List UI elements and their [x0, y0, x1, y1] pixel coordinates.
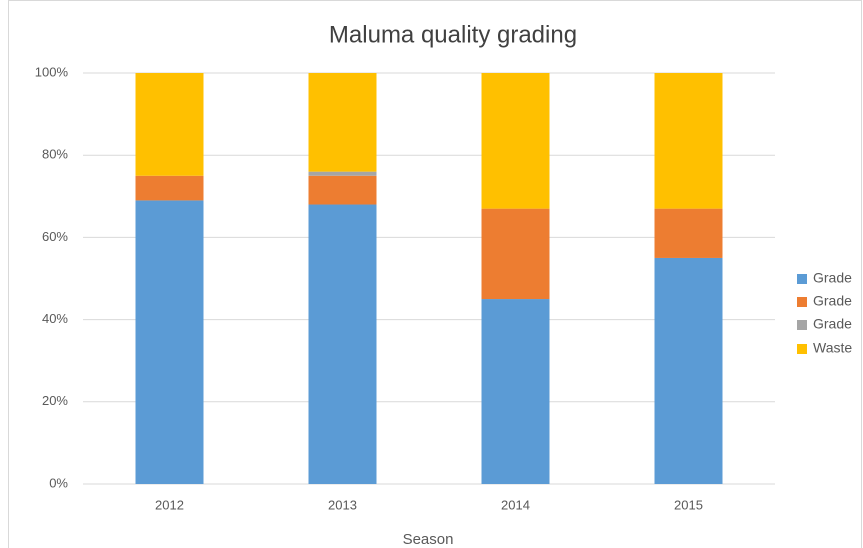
- y-tick-label: 80%: [42, 147, 68, 162]
- y-tick-label: 60%: [42, 229, 68, 244]
- x-tick-label: 2012: [155, 497, 184, 512]
- bar-segment: [135, 200, 204, 484]
- x-tick-label: 2013: [328, 497, 357, 512]
- legend-swatch: [797, 344, 807, 354]
- x-tick-label: 2014: [501, 497, 530, 512]
- y-tick-label: 0%: [49, 475, 68, 490]
- bar-segment: [654, 73, 723, 209]
- legend-label: Waste: [813, 340, 852, 356]
- legend-swatch: [797, 274, 807, 284]
- legend-label: Grade: [813, 270, 852, 286]
- bar-segment: [135, 175, 204, 201]
- bar-segment: [481, 73, 550, 209]
- bar-segment: [135, 73, 204, 176]
- y-tick-label: 40%: [42, 311, 68, 326]
- bar-segment: [308, 204, 377, 484]
- bar-segment: [481, 299, 550, 484]
- x-tick-label: 2015: [674, 497, 703, 512]
- bar-segment: [481, 208, 550, 300]
- legend-swatch: [797, 320, 807, 330]
- y-tick-label: 100%: [35, 64, 69, 79]
- bar-segment: [308, 171, 377, 176]
- legend-label: Grade: [813, 316, 852, 332]
- x-axis-title: Season: [403, 531, 454, 548]
- legend-label: Grade: [813, 293, 852, 309]
- bar-segment: [654, 208, 723, 258]
- bar-segment: [308, 73, 377, 172]
- legend-swatch: [797, 297, 807, 307]
- bar-segment: [308, 175, 377, 205]
- chart-title: Maluma quality grading: [329, 21, 577, 48]
- y-tick-label: 20%: [42, 393, 68, 408]
- bar-segment: [654, 257, 723, 484]
